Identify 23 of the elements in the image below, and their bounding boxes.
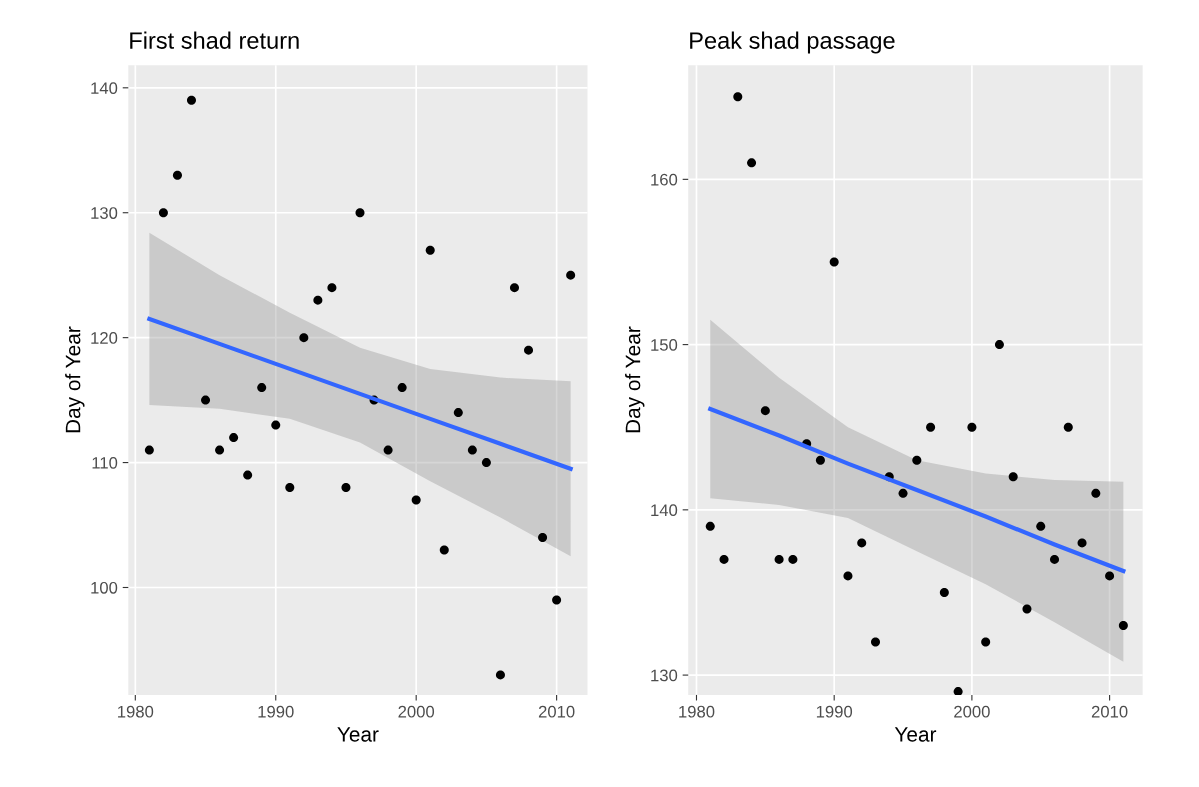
x-tick-label: 2010 [538, 705, 575, 718]
y-tick-label: 160 [651, 173, 678, 186]
y-tick-label: 140 [91, 82, 118, 95]
x-tick-label: 1980 [679, 705, 715, 718]
y-axis-title: Day of Year [625, 326, 645, 433]
y-tick-label: 130 [91, 207, 118, 219]
x-axis-title: Year [337, 727, 379, 742]
y-tick-label: 130 [651, 669, 678, 682]
x-tick-label: 1980 [118, 705, 154, 718]
chart-title: Peak shad passage [690, 31, 895, 54]
y-tick-label: 110 [92, 456, 118, 469]
chart-title: First shad return [130, 31, 299, 49]
y-tick-label: 150 [651, 338, 678, 351]
y-tick-label: 120 [91, 332, 118, 344]
x-tick-label: 1990 [258, 705, 294, 718]
y-tick-label: 100 [91, 581, 118, 594]
y-axis-title: Day of Year [65, 326, 85, 433]
x-axis-title: Year [894, 727, 937, 742]
x-tick-label: 2010 [1091, 705, 1128, 718]
x-tick-label: 1990 [816, 705, 853, 718]
y-tick-label: 140 [651, 504, 678, 517]
x-tick-label: 2000 [398, 705, 435, 718]
x-tick-label: 2000 [954, 705, 990, 718]
